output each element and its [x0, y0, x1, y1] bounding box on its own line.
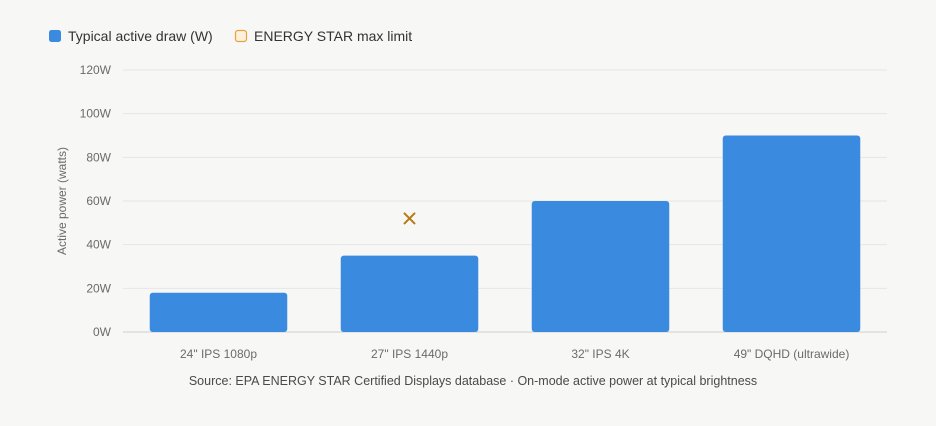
- bar[interactable]: [340, 255, 479, 332]
- gridlines: [123, 69, 887, 333]
- limit-marker-stroke: [403, 212, 416, 225]
- bar[interactable]: [531, 201, 670, 332]
- bar[interactable]: [722, 135, 861, 333]
- limit-markers: [403, 212, 416, 225]
- legend-item-energy-star-limit[interactable]: ENERGY STAR max limit: [234, 28, 413, 44]
- legend-item-active-draw[interactable]: Typical active draw (W): [49, 28, 213, 44]
- bars: [149, 135, 861, 333]
- x-tick-label: 49" DQHD (ultrawide): [734, 347, 850, 361]
- legend-label-energy-star-limit: ENERGY STAR max limit: [254, 28, 412, 44]
- y-tick-label: 60W: [86, 194, 111, 208]
- y-tick-label: 20W: [86, 281, 111, 295]
- y-tick-label: 80W: [86, 150, 111, 164]
- legend: Typical active draw (W) ENERGY STAR max …: [49, 28, 412, 44]
- y-tick-label: 120W: [80, 63, 112, 77]
- legend-label-active-draw: Typical active draw (W): [68, 28, 213, 44]
- x-axis-ticks: 24" IPS 1080p 27" IPS 1440p 32" IPS 4K 49" …: [180, 347, 849, 361]
- y-axis-ticks: 0W 20W 40W 60W 80W 100W 120W: [80, 63, 112, 339]
- y-tick-label: 100W: [80, 107, 112, 121]
- limit-marker[interactable]: [403, 212, 416, 225]
- source-caption: Source: EPA ENERGY STAR Certified Displa…: [189, 374, 757, 388]
- y-axis-title: Active power (watts): [55, 147, 69, 255]
- legend-swatch-energy-star-limit: [234, 29, 248, 43]
- y-tick-label: 40W: [86, 238, 111, 252]
- x-tick-label: 32" IPS 4K: [571, 347, 629, 361]
- y-tick-label: 0W: [93, 325, 112, 339]
- x-tick-label: 24" IPS 1080p: [180, 347, 257, 361]
- x-tick-label: 27" IPS 1440p: [371, 347, 448, 361]
- bar[interactable]: [149, 292, 288, 332]
- legend-swatch-active-draw: [49, 30, 61, 42]
